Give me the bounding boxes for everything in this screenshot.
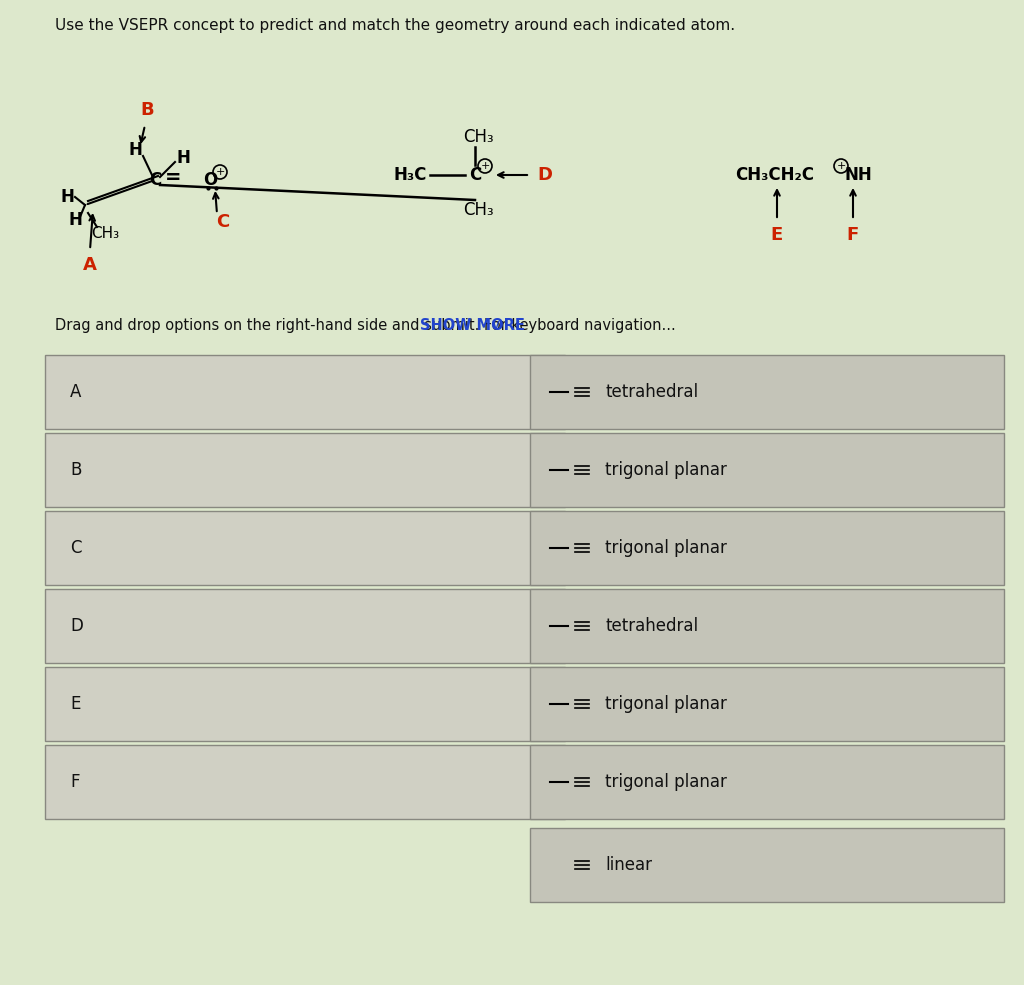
Text: =: = — [165, 168, 181, 187]
Text: H: H — [176, 149, 189, 167]
Text: NH: NH — [845, 166, 872, 184]
Text: H: H — [128, 141, 142, 159]
Bar — [530, 745, 1004, 819]
Text: H: H — [60, 188, 74, 206]
Text: +: + — [480, 161, 489, 171]
Text: H: H — [68, 211, 82, 229]
Bar — [45, 511, 565, 585]
Text: F: F — [70, 773, 80, 791]
Bar — [530, 589, 1004, 663]
Text: D: D — [538, 166, 553, 184]
Text: trigonal planar: trigonal planar — [605, 461, 727, 479]
Text: CH₃CH₂C: CH₃CH₂C — [735, 166, 814, 184]
Text: SHOW MORE: SHOW MORE — [420, 318, 525, 333]
Text: CH₃: CH₃ — [463, 201, 494, 219]
Text: C: C — [70, 539, 82, 557]
Text: trigonal planar: trigonal planar — [605, 695, 727, 713]
Text: +: + — [837, 161, 846, 171]
Text: F: F — [847, 226, 859, 244]
Text: B: B — [140, 101, 154, 119]
Bar — [530, 433, 1004, 507]
Bar — [530, 511, 1004, 585]
Bar — [45, 667, 565, 741]
Text: tetrahedral: tetrahedral — [605, 383, 698, 401]
Bar — [530, 667, 1004, 741]
Text: E: E — [771, 226, 783, 244]
Text: Use the VSEPR concept to predict and match the geometry around each indicated at: Use the VSEPR concept to predict and mat… — [55, 18, 735, 33]
Text: O: O — [203, 171, 217, 189]
Text: CH₃: CH₃ — [91, 226, 119, 240]
Text: C: C — [216, 213, 229, 231]
Text: D: D — [70, 617, 83, 635]
Text: A: A — [83, 256, 97, 274]
Bar — [45, 355, 565, 429]
Text: C: C — [148, 171, 161, 189]
Text: H₃C: H₃C — [393, 166, 427, 184]
Bar — [45, 589, 565, 663]
Text: A: A — [70, 383, 81, 401]
Text: C: C — [469, 166, 481, 184]
Text: trigonal planar: trigonal planar — [605, 539, 727, 557]
Text: B: B — [70, 461, 81, 479]
Bar — [530, 828, 1004, 902]
Text: linear: linear — [605, 856, 652, 874]
Text: CH₃: CH₃ — [463, 128, 494, 146]
Text: trigonal planar: trigonal planar — [605, 773, 727, 791]
Bar — [45, 745, 565, 819]
Text: tetrahedral: tetrahedral — [605, 617, 698, 635]
Text: E: E — [70, 695, 80, 713]
Bar — [530, 355, 1004, 429]
Text: +: + — [215, 167, 224, 177]
Bar — [45, 433, 565, 507]
Text: ∨: ∨ — [490, 318, 500, 332]
Text: Drag and drop options on the right-hand side and submit. For keyboard navigation: Drag and drop options on the right-hand … — [55, 318, 676, 333]
